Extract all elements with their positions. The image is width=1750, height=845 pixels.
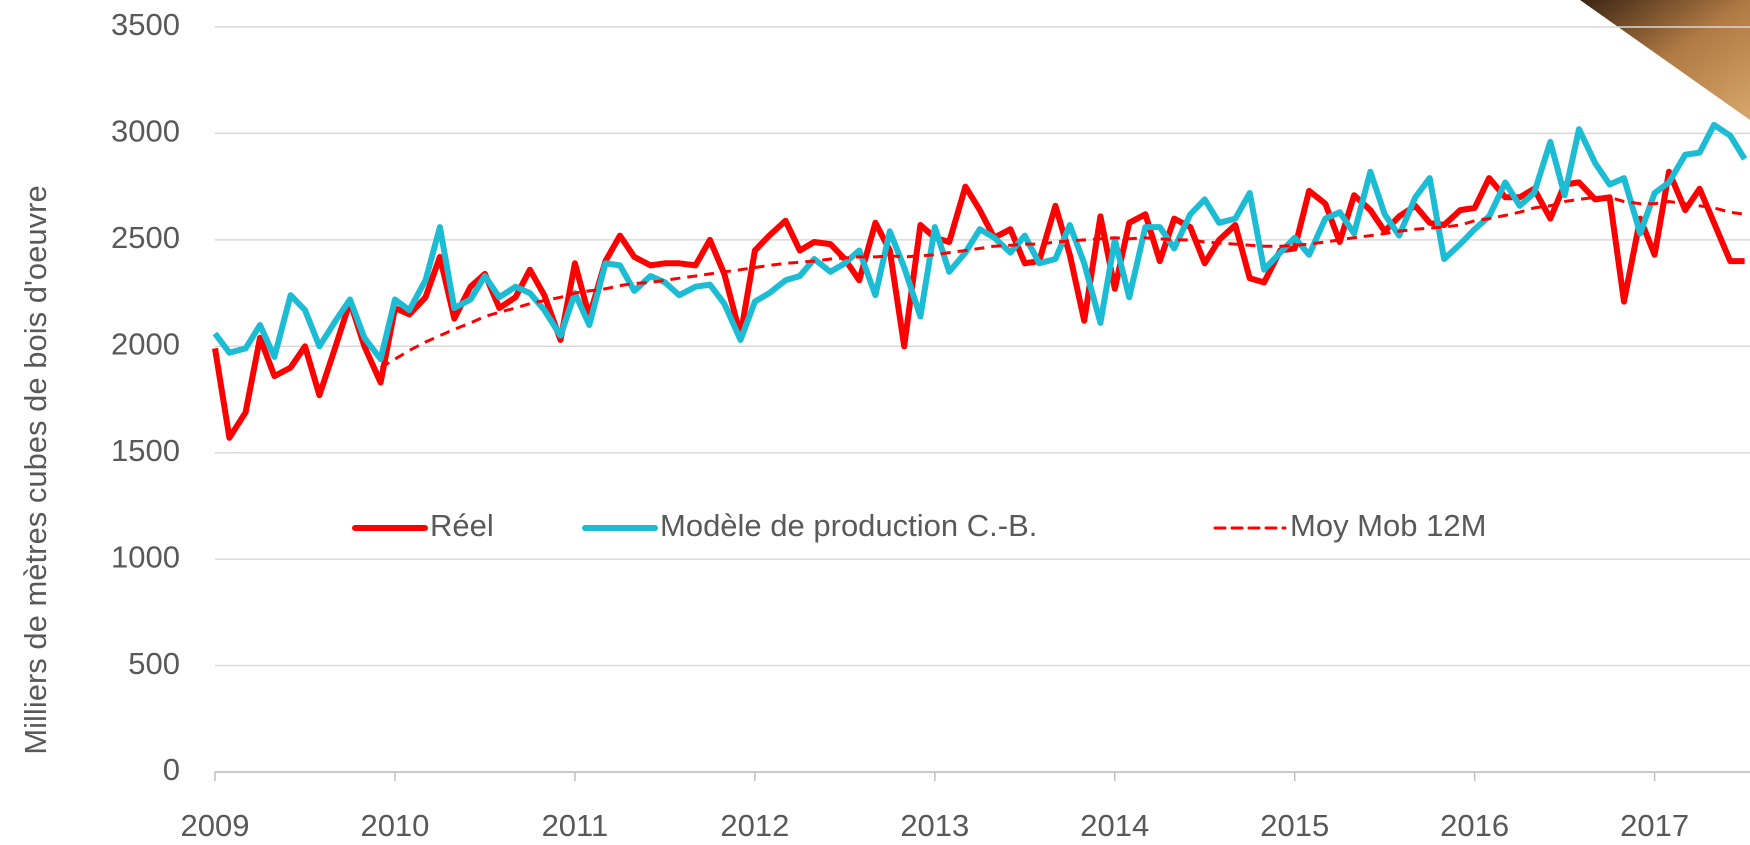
legend-label: Modèle de production C.-B. <box>660 508 1037 543</box>
y-tick-label: 3000 <box>111 114 180 149</box>
x-tick-label: 2010 <box>360 808 429 843</box>
plot-area <box>215 125 1745 438</box>
y-tick-label: 2500 <box>111 220 180 255</box>
x-tick-label: 2013 <box>900 808 969 843</box>
series-line <box>215 125 1745 359</box>
x-tick-label: 2016 <box>1440 808 1509 843</box>
x-tick-label: 2012 <box>720 808 789 843</box>
y-tick-label: 1500 <box>111 433 180 468</box>
chart: Milliers de mètres cubes de bois d'oeuvr… <box>0 0 1750 845</box>
x-tick-label: 2014 <box>1080 808 1149 843</box>
legend-label: Réel <box>430 508 494 543</box>
x-tick-label: 2015 <box>1260 808 1329 843</box>
x-tick-label: 2009 <box>181 808 250 843</box>
y-tick-label: 1000 <box>111 539 180 574</box>
y-tick-label: 0 <box>163 752 180 787</box>
y-axis-title: Milliers de mètres cubes de bois d'oeuvr… <box>18 185 53 754</box>
series-line <box>215 172 1745 438</box>
corner-photo <box>1580 0 1750 120</box>
x-tick-label: 2011 <box>542 808 609 843</box>
y-tick-label: 3500 <box>111 7 180 42</box>
legend-label: Moy Mob 12M <box>1290 508 1486 543</box>
y-tick-label: 500 <box>128 646 180 681</box>
x-tick-label: 2017 <box>1620 808 1689 843</box>
y-tick-label: 2000 <box>111 326 180 361</box>
